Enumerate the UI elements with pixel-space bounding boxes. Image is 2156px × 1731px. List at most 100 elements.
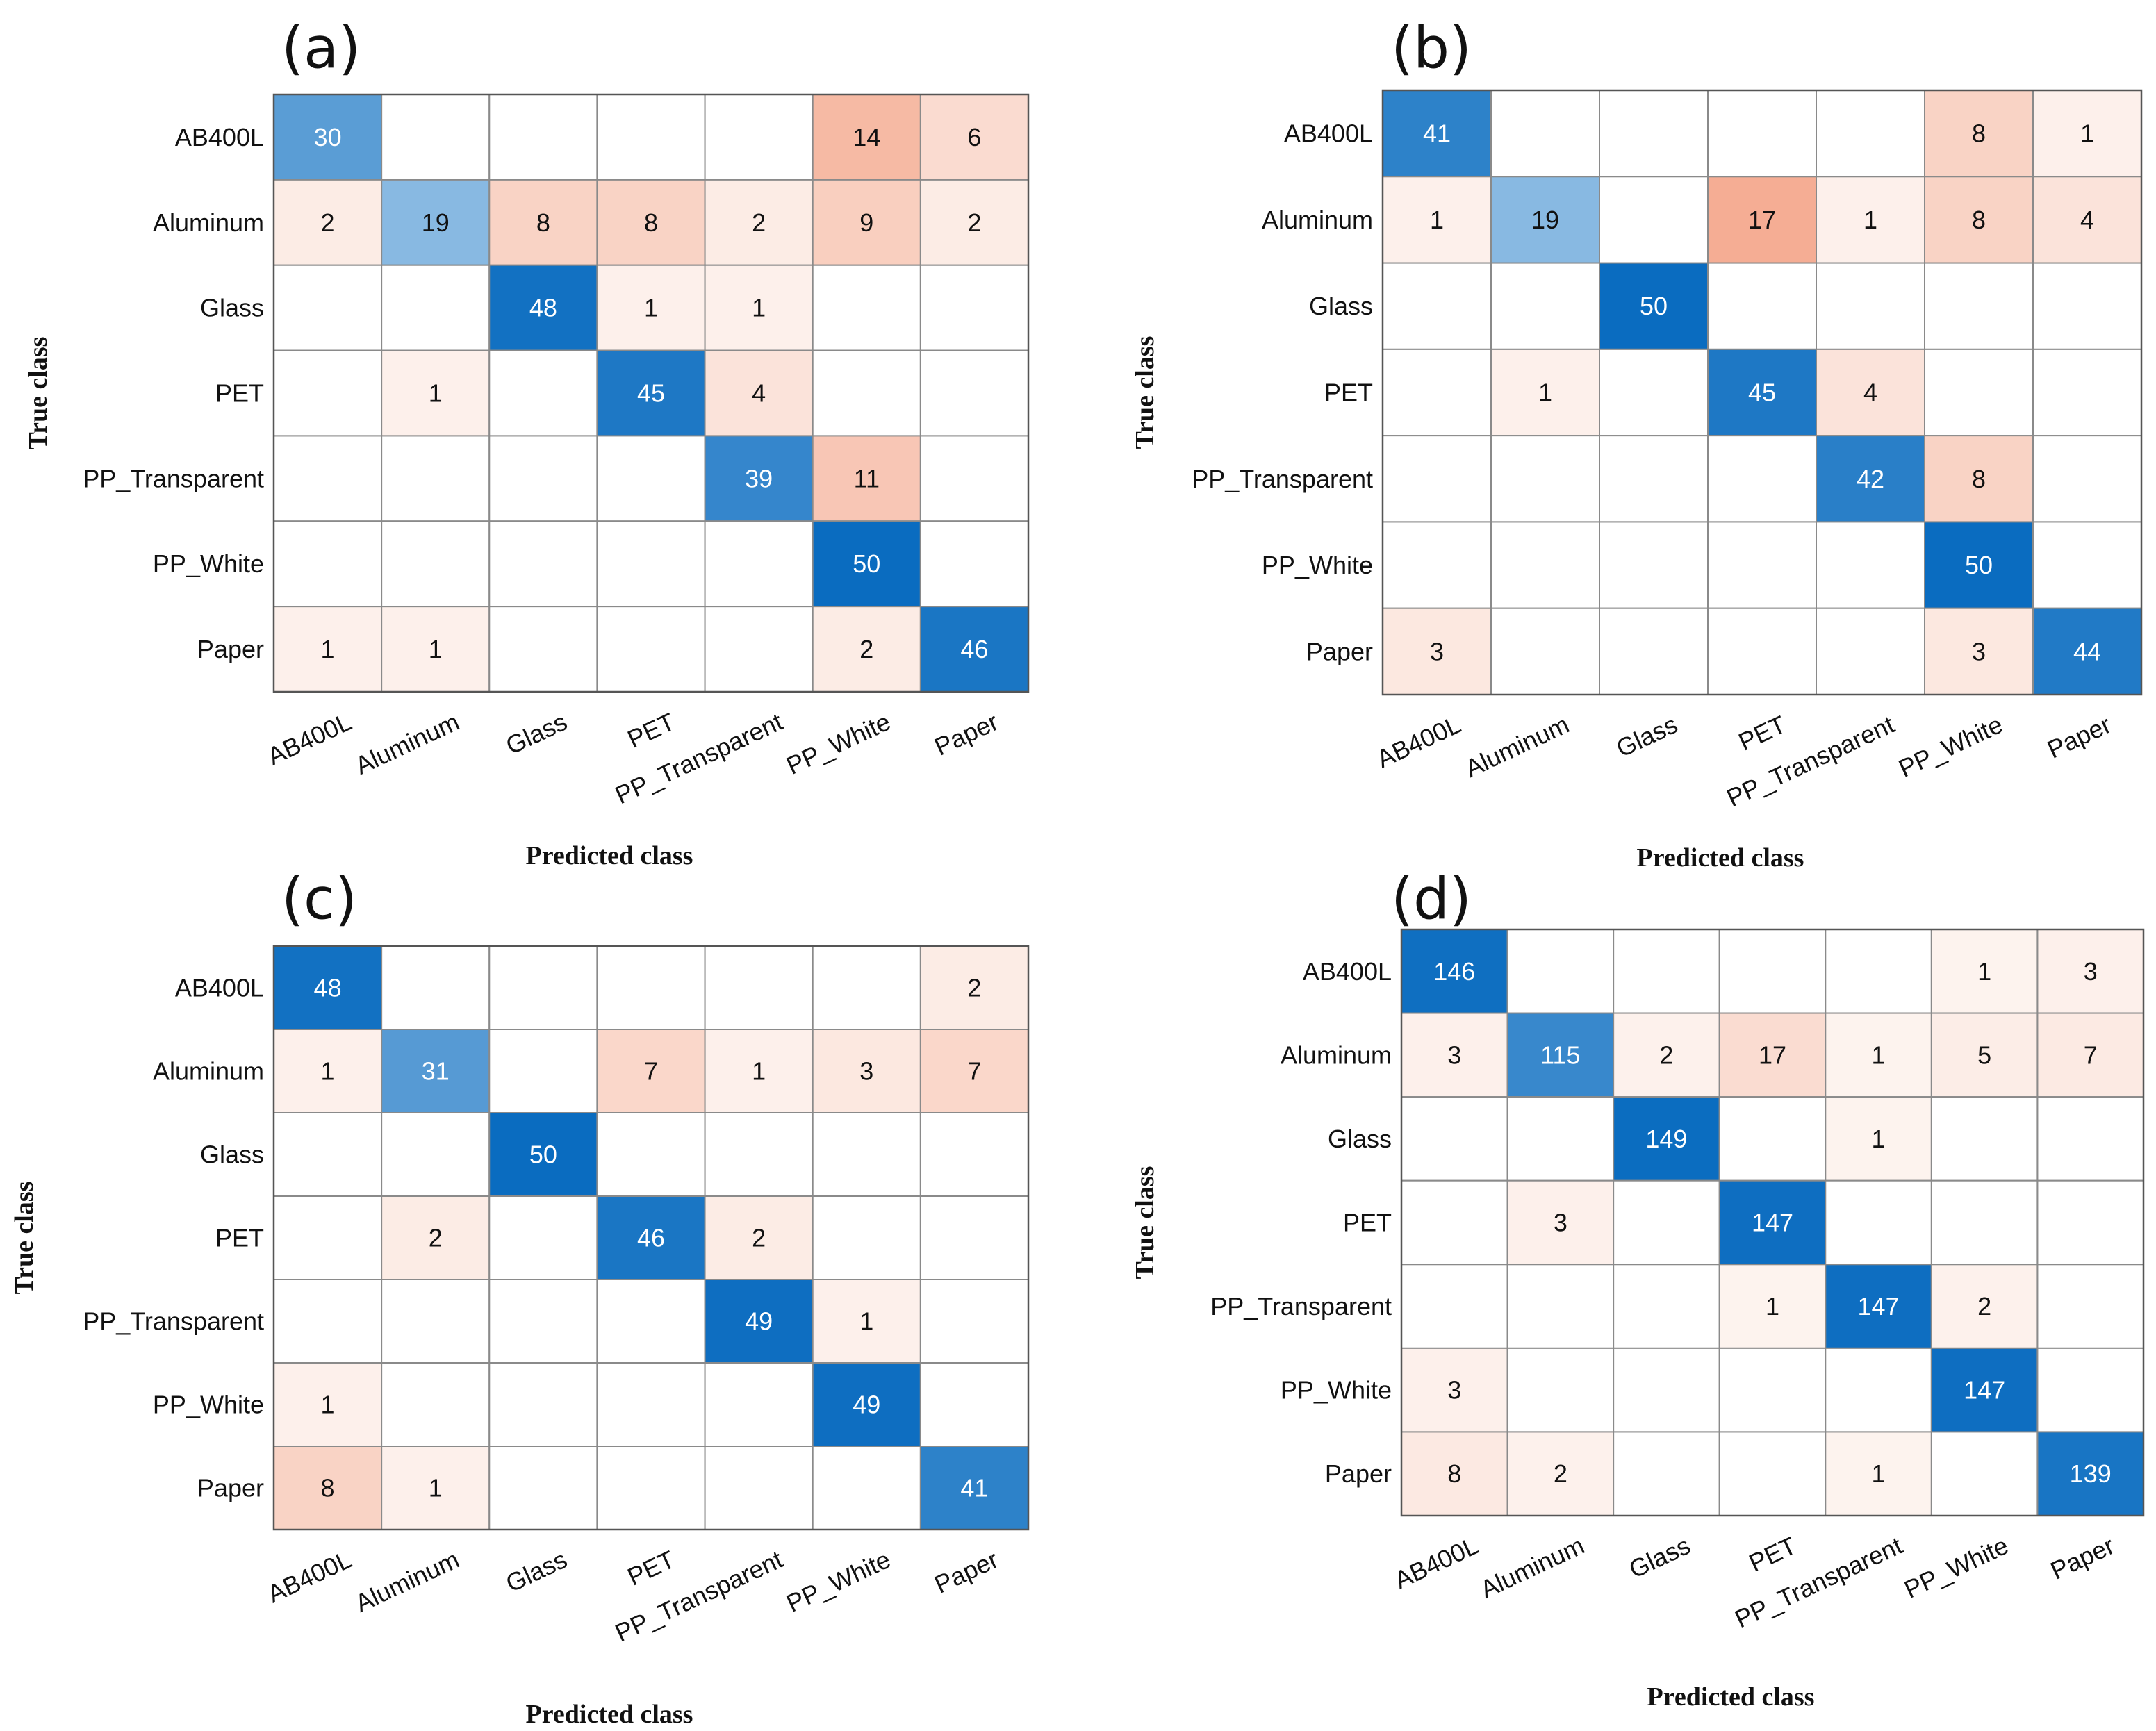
matrix-cell: [919, 1362, 1030, 1447]
col-label: Paper: [930, 1545, 1003, 1599]
cell-value: 45: [637, 379, 665, 408]
cell-value: 50: [1965, 551, 1993, 579]
cell-value: 50: [1640, 292, 1668, 320]
panel-label: (c): [281, 866, 357, 932]
matrix-cell: [1825, 929, 1932, 1014]
matrix-cell: [488, 520, 598, 608]
matrix-cell: [812, 435, 921, 522]
row-label: AB400L: [175, 123, 264, 151]
cell-value: 147: [1858, 1292, 1900, 1320]
matrix-cell: [1401, 1179, 1508, 1266]
cell-value: 147: [1752, 1209, 1793, 1237]
panel-d: (d) 146 1 3 3 115 2 17 1 5 7 149 1 3 147 1 147 2 3 147 8 2 1 13…: [1130, 866, 2145, 1712]
matrix-cell: [1506, 929, 1615, 1014]
matrix-cell: [488, 1029, 598, 1113]
matrix-cell: [1718, 1431, 1827, 1516]
matrix-cell: [1930, 929, 2039, 1014]
matrix-cell: [1930, 1431, 2039, 1516]
matrix-cell: [704, 1029, 814, 1113]
matrix-cell: [1707, 90, 1817, 178]
cell-value: 1: [429, 379, 443, 408]
matrix-cell: [812, 264, 921, 351]
matrix-cell: [381, 349, 491, 437]
row-label: PP_White: [1262, 551, 1373, 579]
matrix-cell: [1506, 1431, 1615, 1516]
matrix-cell: [273, 1195, 383, 1280]
cell-value: 1: [321, 635, 335, 663]
matrix-cell: [596, 435, 706, 522]
cell-value: 30: [314, 123, 342, 151]
row-label: Glass: [200, 1141, 264, 1169]
row-label: Paper: [1306, 637, 1373, 665]
matrix-cell: [1816, 176, 1925, 264]
col-label: Paper: [2043, 710, 2115, 764]
matrix-cell: [488, 94, 598, 181]
x-axis-title: Predicted class: [526, 841, 693, 870]
matrix-cell: [1816, 435, 1925, 523]
matrix-cell: [1401, 1431, 1508, 1516]
row-label: PP_Transparent: [83, 1307, 264, 1336]
matrix-cell: [488, 606, 598, 693]
matrix-cell: [273, 179, 383, 266]
matrix-cell: [1613, 929, 1720, 1014]
col-label: Paper: [930, 707, 1003, 761]
matrix-cell: [1490, 176, 1600, 264]
matrix-cell: [381, 94, 491, 181]
cell-value: 41: [960, 1474, 988, 1502]
matrix-cell: [1718, 1264, 1827, 1349]
matrix-cell: [704, 606, 814, 693]
cell-value: 2: [967, 974, 981, 1002]
matrix-cell: [1718, 1347, 1827, 1433]
cell-value: 48: [529, 294, 557, 322]
matrix-cell: [1930, 1264, 2039, 1349]
cell-value: 4: [2080, 206, 2094, 234]
matrix-cell: [919, 520, 1030, 608]
cell-value: 8: [1972, 119, 1986, 148]
row-label: PET: [1324, 379, 1373, 407]
row-label: PP_White: [153, 1391, 264, 1419]
matrix-cell: [1401, 1012, 1508, 1098]
col-label: PP_White: [1894, 710, 2007, 783]
row-label: PP_White: [1281, 1376, 1392, 1405]
matrix-cell: [1930, 1179, 2039, 1266]
y-axis-title: True class: [1130, 1166, 1160, 1279]
matrix-cell: [381, 520, 491, 608]
col-label: Paper: [2046, 1531, 2118, 1585]
matrix-cell: [488, 945, 598, 1030]
matrix-cell: [381, 1362, 491, 1447]
matrix-cell: [1506, 1264, 1615, 1349]
cell-value: 19: [422, 208, 450, 237]
matrix-cell: [1490, 90, 1600, 178]
matrix-cell: [1816, 262, 1925, 350]
cell-value: 1: [752, 294, 766, 322]
matrix-cell: [596, 1446, 706, 1530]
cell-value: 6: [967, 123, 981, 151]
matrix-cell: [1613, 1012, 1720, 1098]
matrix-cell: [1490, 521, 1600, 609]
matrix-cell: [1707, 262, 1817, 350]
matrix-cell: [1930, 1347, 2039, 1433]
matrix-cell: [1707, 348, 1817, 437]
matrix-cell: [1599, 90, 1709, 178]
matrix-cell: [704, 179, 814, 266]
row-label: Aluminum: [1262, 206, 1373, 234]
cell-value: 3: [1447, 1041, 1461, 1069]
matrix-cell: [1382, 348, 1492, 437]
matrix-cell: [2032, 90, 2142, 178]
row-label: PP_White: [153, 549, 264, 578]
matrix-cell: [1930, 1012, 2039, 1098]
cell-value: 1: [321, 1057, 335, 1086]
matrix-cell: [812, 1446, 921, 1530]
matrix-cell: [1490, 262, 1600, 350]
matrix-cell: [1382, 90, 1492, 178]
y-axis-title: True class: [24, 337, 53, 450]
col-label: Glass: [502, 1545, 572, 1598]
matrix-cell: [1401, 1096, 1508, 1182]
matrix-cell: [812, 1112, 921, 1197]
cell-value: 1: [1538, 379, 1552, 407]
matrix-cell: [919, 264, 1030, 351]
matrix-cell: [1825, 1012, 1932, 1098]
matrix-cell: [273, 1112, 383, 1197]
matrix-cell: [1707, 435, 1817, 523]
